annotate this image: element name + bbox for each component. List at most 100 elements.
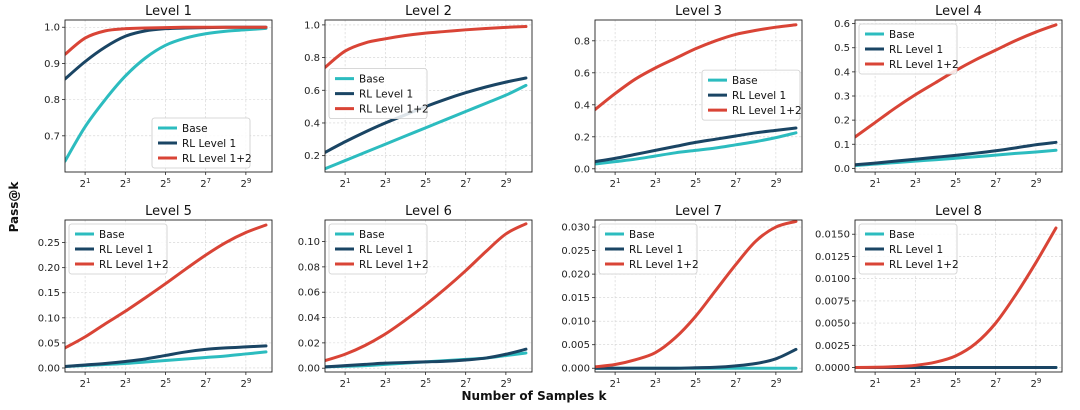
legend: Base RL Level 1 RL Level 1+2 xyxy=(858,23,959,75)
y-tick-label: 0.020 xyxy=(561,270,590,281)
legend-box xyxy=(858,23,958,75)
series-rl-level-1-2-line xyxy=(855,226,1058,370)
y-tick-label: 0.6 xyxy=(304,86,320,97)
panel-4: Level 4 21 23 25 27 29 0.0 0.1 0.2 0.3 0.4 0.5 0.6 Ba… xyxy=(834,4,1063,190)
x-tick-label: 29 xyxy=(500,177,511,190)
series-group xyxy=(855,226,1058,370)
y-tick-label: 0.3 xyxy=(834,92,850,103)
legend-box xyxy=(598,223,698,275)
series-group xyxy=(595,220,798,370)
x-tick-label: 23 xyxy=(120,377,131,390)
panel-title: Level 3 xyxy=(675,4,722,19)
y-tick-label: 0.8 xyxy=(304,53,320,64)
series-group xyxy=(325,222,528,369)
y-tick-label: 1.0 xyxy=(44,23,60,34)
plot-frame xyxy=(64,19,273,173)
y-tick-label: 0.8 xyxy=(574,36,590,47)
x-tick-label: 23 xyxy=(910,377,921,390)
legend-rl-level-1-2-label: RL Level 1+2 xyxy=(889,59,959,71)
panel-title: Level 8 xyxy=(935,204,982,219)
x-tick-label: 27 xyxy=(460,377,471,390)
plot-frame xyxy=(324,219,533,373)
x-tick-label: 25 xyxy=(950,377,961,390)
x-tick-label: 27 xyxy=(730,177,741,190)
legend: Base RL Level 1 RL Level 1+2 xyxy=(68,223,169,275)
y-tick-label: 0.025 xyxy=(561,246,590,257)
x-tick-label: 23 xyxy=(650,377,661,390)
x-tick-label: 27 xyxy=(990,377,1001,390)
y-tick-label: 0.10 xyxy=(298,237,320,248)
legend-rl-level-1-2-label: RL Level 1+2 xyxy=(889,259,959,271)
legend-base-label: Base xyxy=(629,229,655,241)
series-rl-level-1-line xyxy=(65,344,268,368)
series-base-line xyxy=(65,26,268,163)
x-tick-label: 27 xyxy=(990,177,1001,190)
y-tick-label: 0.6 xyxy=(574,68,590,79)
legend-rl-level-1-2-label: RL Level 1+2 xyxy=(359,103,429,115)
y-tick-label: 0.2 xyxy=(834,116,850,127)
series-rl-level-1-2-line xyxy=(595,23,798,112)
y-tick-label: 0.0 xyxy=(574,164,590,175)
y-tick-label: 0.04 xyxy=(298,313,320,324)
legend-rl-level-1-label: RL Level 1 xyxy=(889,244,943,256)
x-tick-label: 21 xyxy=(340,177,351,190)
series-rl-level-1-2-line xyxy=(325,222,528,363)
y-tick-label: 0.06 xyxy=(298,288,320,299)
y-tick-label: 0.0125 xyxy=(815,252,850,263)
panel-title: Level 7 xyxy=(675,204,722,219)
legend-box xyxy=(151,117,251,169)
y-tick-label: 0.10 xyxy=(38,313,60,324)
x-tick-label: 21 xyxy=(80,177,91,190)
y-tick-label: 0.02 xyxy=(298,338,320,349)
series-group xyxy=(65,223,268,368)
x-tick-label: 27 xyxy=(460,177,471,190)
series-rl-level-1-2-line xyxy=(65,25,268,56)
x-tick-label: 23 xyxy=(380,177,391,190)
x-tick-label: 21 xyxy=(870,177,881,190)
y-tick-label: 0.05 xyxy=(38,338,60,349)
legend-rl-level-1-2-label: RL Level 1+2 xyxy=(359,259,429,271)
legend-base-label: Base xyxy=(889,29,915,41)
y-tick-label: 0.08 xyxy=(298,262,320,273)
y-tick-label: 0.2 xyxy=(304,151,320,162)
x-tick-label: 21 xyxy=(340,377,351,390)
y-tick-label: 0.5 xyxy=(834,43,850,54)
legend-rl-level-1-label: RL Level 1 xyxy=(359,244,413,256)
y-tick-label: 0.25 xyxy=(38,238,60,249)
x-tick-label: 29 xyxy=(240,177,251,190)
y-tick-label: 0.7 xyxy=(44,131,60,142)
panel-title: Level 6 xyxy=(405,204,452,219)
x-tick-label: 29 xyxy=(1030,177,1041,190)
y-tick-label: 0.2 xyxy=(574,132,590,143)
series-rl-level-1-line xyxy=(855,140,1058,167)
y-tick-label: 0.015 xyxy=(561,293,590,304)
y-tick-label: 0.0 xyxy=(834,164,850,175)
y-tick-label: 0.0150 xyxy=(815,230,850,241)
y-tick-label: 0.0025 xyxy=(815,341,850,352)
panel-6: Level 6 21 23 25 27 29 0.00 0.02 0.04 0.06 0.08 0.1… xyxy=(298,204,533,390)
legend-rl-level-1-label: RL Level 1 xyxy=(99,244,153,256)
y-tick-label: 0.005 xyxy=(561,340,590,351)
x-tick-label: 23 xyxy=(910,177,921,190)
series-group xyxy=(595,23,798,166)
y-tick-label: 0.00 xyxy=(38,363,60,374)
legend-rl-level-1-label: RL Level 1 xyxy=(732,90,786,102)
plot-frame xyxy=(594,19,803,173)
y-tick-label: 0.000 xyxy=(561,364,590,375)
panel-title: Level 4 xyxy=(935,4,982,19)
y-tick-label: 0.030 xyxy=(561,223,590,234)
plot-frame xyxy=(854,219,1063,373)
y-tick-label: 0.9 xyxy=(44,59,60,70)
x-tick-label: 21 xyxy=(610,177,621,190)
panel-title: Level 2 xyxy=(405,4,452,19)
plot-frame xyxy=(324,19,533,173)
legend: Base RL Level 1 RL Level 1+2 xyxy=(328,68,429,120)
legend-box xyxy=(328,68,428,120)
panel-8: Level 8 21 23 25 27 29 0.0000 0.0025 0.0050 0.007… xyxy=(815,204,1063,390)
x-tick-label: 25 xyxy=(160,177,171,190)
x-tick-label: 25 xyxy=(690,177,701,190)
legend-box xyxy=(68,223,168,275)
x-tick-label: 29 xyxy=(770,177,781,190)
series-base-line xyxy=(595,131,798,166)
